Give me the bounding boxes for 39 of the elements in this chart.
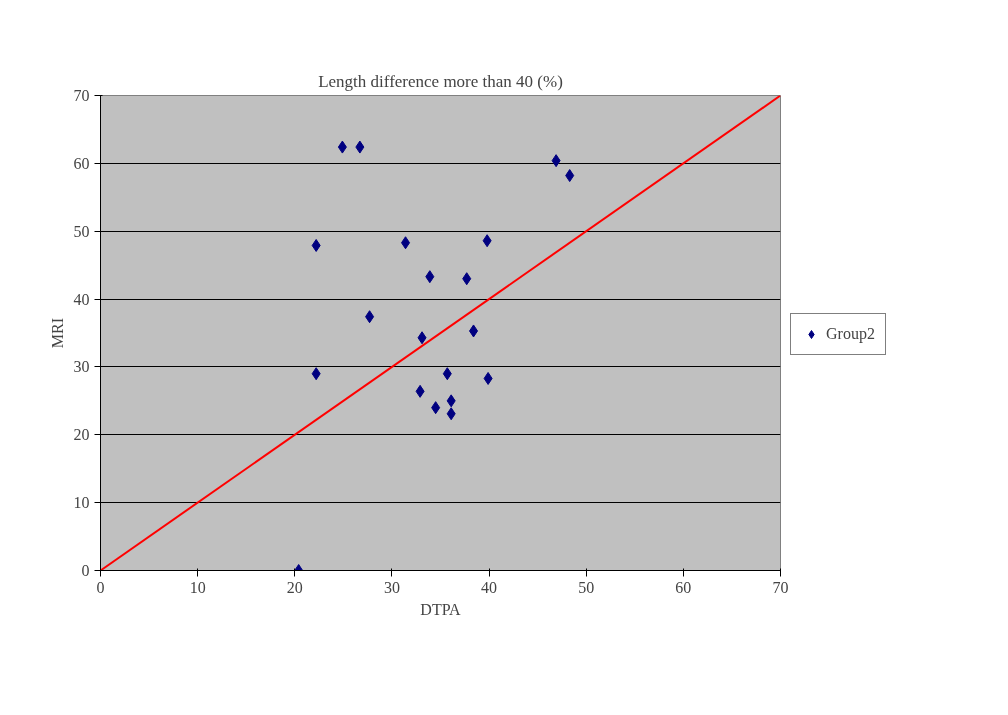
y-tick-label: 20	[73, 426, 90, 444]
x-axis-title: DTPA	[420, 600, 462, 618]
y-tick-label: 60	[73, 154, 90, 172]
point	[446, 407, 456, 421]
point	[337, 140, 347, 154]
y-tick-label: 50	[73, 222, 90, 240]
point	[415, 384, 425, 398]
point	[431, 401, 441, 415]
point	[401, 236, 411, 250]
x-tick-label: 20	[286, 578, 303, 596]
x-tick-label: 30	[383, 578, 400, 596]
x-tick-label: 0	[96, 578, 105, 596]
point	[355, 140, 365, 154]
y-tick-label: 40	[73, 290, 90, 308]
point	[551, 154, 561, 168]
point	[462, 272, 472, 286]
x-tick-label: 70	[772, 578, 789, 596]
point	[446, 394, 456, 408]
point	[483, 371, 493, 385]
y-axis-title: MRI	[48, 317, 66, 349]
point	[311, 238, 321, 252]
point	[442, 367, 452, 381]
y-tick-label: 0	[81, 562, 90, 579]
point	[565, 169, 575, 183]
point	[365, 310, 375, 324]
y-tick-label: 10	[73, 494, 90, 512]
point	[417, 331, 427, 345]
point	[311, 367, 321, 381]
legend-label: Group2	[826, 325, 875, 343]
y-tick-label: 30	[73, 358, 90, 376]
x-tick-label: 50	[578, 578, 595, 596]
point	[425, 270, 435, 284]
y-tick-label: 70	[73, 87, 90, 104]
point	[482, 234, 492, 248]
chart-title: Length difference more than 40 (%)	[318, 71, 563, 91]
x-tick-label: 40	[481, 578, 498, 596]
point	[469, 324, 479, 338]
x-tick-label: 60	[675, 578, 692, 596]
x-tick-label: 10	[189, 578, 206, 596]
